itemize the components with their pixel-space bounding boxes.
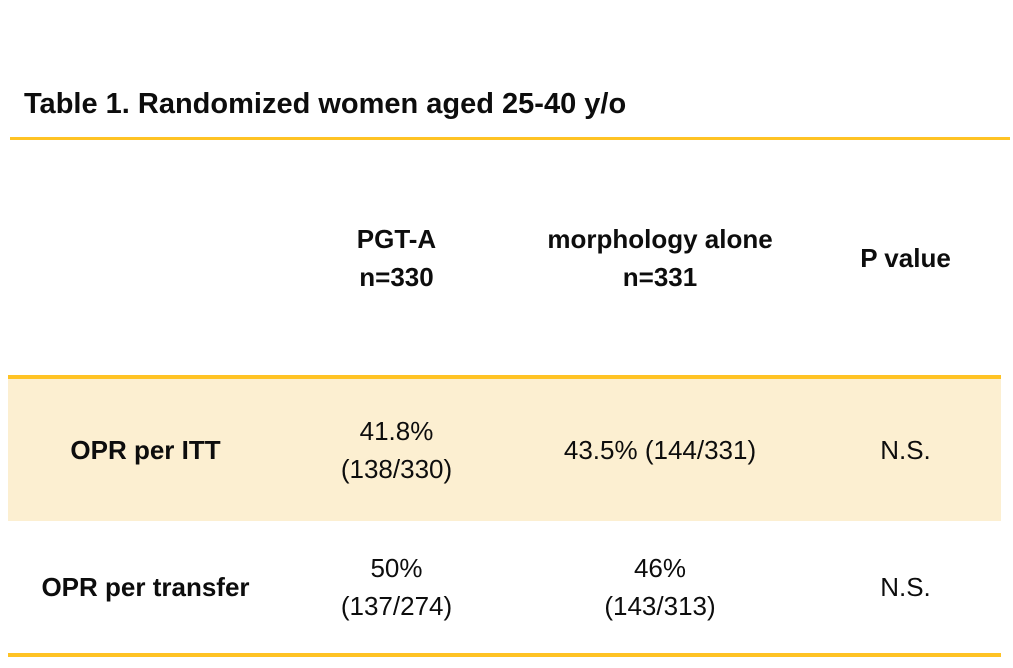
row-label-text: OPR per ITT: [70, 435, 221, 465]
header-cell-pvalue: P value: [810, 140, 1001, 375]
cell-transfer-pvalue: N.S.: [810, 521, 1001, 653]
header-pgta-line1: PGT-A: [356, 223, 437, 254]
cell-transfer-morphology: 46% (143/313): [510, 521, 810, 653]
header-pgta-line2: n=330: [359, 261, 434, 292]
cell-itt-morphology: 43.5% (144/331): [510, 379, 810, 521]
header-cell-pgta: PGT-A n=330: [283, 140, 510, 375]
cell-itt-morphology-value: 43.5% (144/331): [563, 435, 757, 465]
data-table: PGT-A n=330 morphology alone n=331 P val…: [8, 140, 1001, 657]
cell-transfer-morphology-pct: 46%: [633, 553, 687, 583]
cell-transfer-pgta-fraction: (137/274): [340, 591, 453, 621]
header-morphology-line2: n=331: [622, 261, 698, 292]
table-row-opr-per-transfer: OPR per transfer 50% (137/274) 46% (143/…: [8, 521, 1001, 657]
cell-itt-pvalue-text: N.S.: [880, 435, 931, 465]
row-label-text: OPR per transfer: [41, 572, 250, 602]
cell-itt-pgta-pct: 41.8%: [359, 416, 434, 446]
header-cell-morphology: morphology alone n=331: [510, 140, 810, 375]
cell-transfer-pgta-pct: 50%: [370, 553, 423, 583]
header-pvalue-label: P value: [860, 242, 951, 273]
header-morphology-line1: morphology alone: [547, 223, 773, 254]
cell-itt-pgta-fraction: (138/330): [340, 454, 453, 484]
cell-transfer-pvalue-text: N.S.: [880, 572, 931, 602]
row-label-opr-per-transfer: OPR per transfer: [8, 521, 283, 653]
cell-itt-pgta: 41.8% (138/330): [283, 379, 510, 521]
cell-transfer-morphology-fraction: (143/313): [604, 591, 716, 621]
cell-itt-pvalue: N.S.: [810, 379, 1001, 521]
row-label-opr-per-itt: OPR per ITT: [8, 379, 283, 521]
table-row-opr-per-itt: OPR per ITT 41.8% (138/330) 43.5% (144/3…: [8, 375, 1001, 521]
header-cell-empty: [8, 140, 283, 375]
table-title: Table 1. Randomized women aged 25-40 y/o: [24, 88, 627, 120]
title-underline-rule: [10, 137, 1010, 140]
header-row: PGT-A n=330 morphology alone n=331 P val…: [8, 140, 1001, 375]
cell-transfer-pgta: 50% (137/274): [283, 521, 510, 653]
